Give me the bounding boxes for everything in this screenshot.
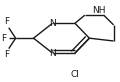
Text: F: F [4,50,9,59]
Text: NH: NH [92,6,105,15]
Text: Cl: Cl [71,70,79,79]
Text: N: N [49,49,56,58]
Text: F: F [4,17,9,26]
Text: F: F [1,34,6,43]
Text: N: N [49,19,56,28]
